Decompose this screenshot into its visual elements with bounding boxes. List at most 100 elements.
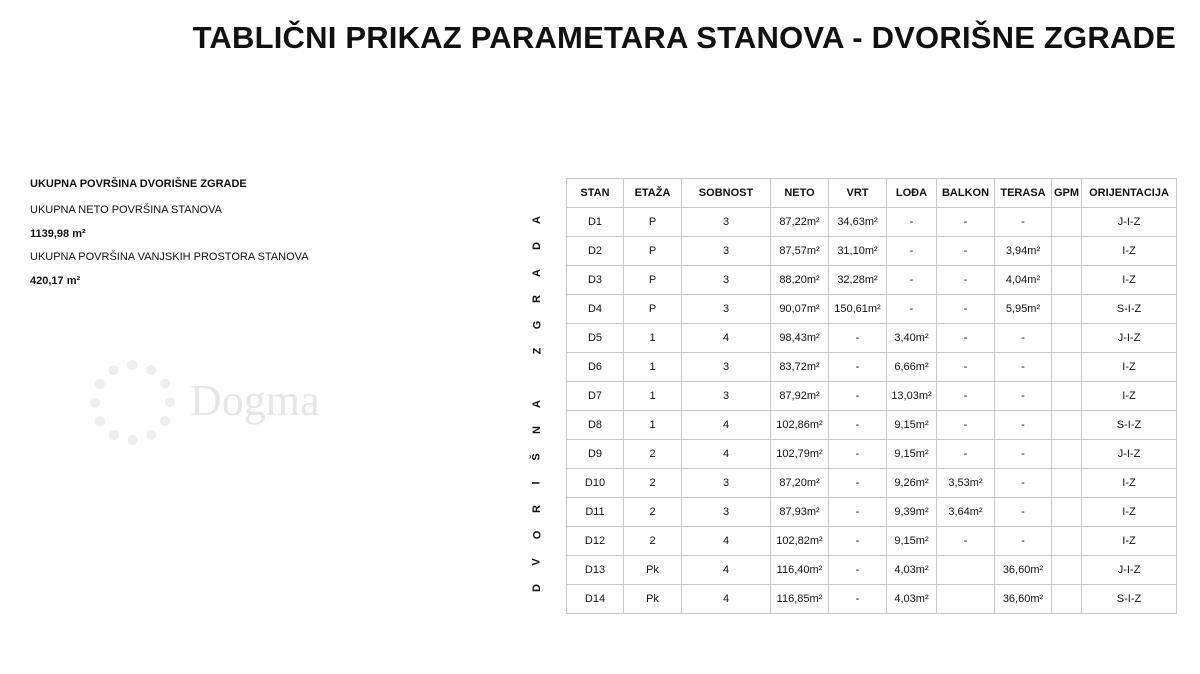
table-cell: 116,85m²: [770, 584, 829, 614]
table-cell: -: [994, 352, 1052, 382]
table-cell: -: [936, 439, 995, 469]
side-label-letter: N: [530, 426, 543, 435]
table-cell: I-Z: [1081, 526, 1177, 556]
table-cell: 9,26m²: [886, 468, 937, 498]
table-cell: 150,61m²: [828, 294, 887, 324]
table-cell: 3,40m²: [886, 323, 937, 353]
table-cell: 4: [681, 323, 771, 353]
table-cell: 3: [681, 207, 771, 237]
table-cell: D14: [566, 584, 624, 614]
table-cell: D12: [566, 526, 624, 556]
table-cell: -: [828, 497, 887, 527]
table-cell: 3: [681, 497, 771, 527]
table-cell: Pk: [623, 584, 682, 614]
table-cell: I-Z: [1081, 497, 1177, 527]
table-row: D4 P 3 90,07m² 150,61m² - -5,95m² S-I-Z: [566, 294, 1177, 324]
table-cell: J-I-Z: [1081, 439, 1177, 469]
table-cell: I-Z: [1081, 236, 1177, 266]
side-label-letter: Š: [531, 452, 543, 461]
table-cell: P: [623, 207, 682, 237]
table-cell: 9,15m²: [886, 439, 937, 469]
table-cell: -: [828, 410, 887, 440]
watermark-flower-icon: [90, 360, 175, 445]
table-cell: 4: [681, 439, 771, 469]
table-cell: -: [828, 381, 887, 411]
table-cell: D9: [566, 439, 624, 469]
table-cell: [1051, 236, 1082, 266]
table-cell: 3,53m²: [936, 468, 995, 498]
table-cell: -: [828, 323, 887, 353]
table-cell: I-Z: [1081, 468, 1177, 498]
table-cell: [1051, 265, 1082, 295]
watermark-logo: Dogma: [90, 360, 390, 450]
table-cell: 87,22m²: [770, 207, 829, 237]
table-cell: D11: [566, 497, 624, 527]
side-label-letter: [531, 376, 543, 379]
table-cell: [1051, 352, 1082, 382]
table-cell: -: [886, 207, 937, 237]
table-cell: 87,20m²: [770, 468, 829, 498]
table-row: D10 2 3 87,20m² -9,26m² 3,53m² - I-Z: [566, 468, 1177, 498]
table-cell: 87,93m²: [770, 497, 829, 527]
summary-heading: UKUPNA POVRŠINA DVORIŠNE ZGRADE: [30, 178, 247, 190]
table-cell: -: [936, 410, 995, 440]
table-cell: -: [994, 323, 1052, 353]
table-cell: 4: [681, 584, 771, 614]
table-cell: 102,79m²: [770, 439, 829, 469]
table-cell: 9,15m²: [886, 410, 937, 440]
table-cell: D7: [566, 381, 624, 411]
table-cell: 4,03m²: [886, 584, 937, 614]
table-row: D5 1 4 98,43m² -3,40m² - - J-I-Z: [566, 323, 1177, 353]
table-cell: [1051, 294, 1082, 324]
table-cell: [1051, 584, 1082, 614]
net-area-value: 1139,98 m²: [30, 228, 86, 240]
side-label-letter: R: [530, 505, 543, 514]
table-cell: D6: [566, 352, 624, 382]
table-cell: D1: [566, 207, 624, 237]
table-cell: [1051, 439, 1082, 469]
side-label-letter: V: [531, 557, 543, 566]
table-row: D14 Pk 4 116,85m² -4,03m² 36,60m² S-I-Z: [566, 584, 1177, 614]
table-cell: J-I-Z: [1081, 207, 1177, 237]
table-cell: -: [828, 584, 887, 614]
table-cell: -: [994, 410, 1052, 440]
table-cell: 36,60m²: [994, 584, 1052, 614]
table-cell: -: [994, 497, 1052, 527]
table-cell: [1051, 468, 1082, 498]
table-cell: 6,66m²: [886, 352, 937, 382]
table-cell: [936, 584, 995, 614]
table-cell: 3: [681, 294, 771, 324]
table-cell: D8: [566, 410, 624, 440]
table-cell: -: [936, 526, 995, 556]
table-cell: [1051, 410, 1082, 440]
table-row: D6 1 3 83,72m² -6,66m² - - I-Z: [566, 352, 1177, 382]
table-row: D13 Pk 4 116,40m² -4,03m² 36,60m² J-I-Z: [566, 555, 1177, 585]
page-title: TABLIČNI PRIKAZ PARAMETARA STANOVA - DVO…: [192, 20, 1176, 55]
table-cell: -: [886, 265, 937, 295]
side-label: D V O R I Š N A Z G R A D A: [527, 214, 547, 594]
table-cell: -: [994, 381, 1052, 411]
table-cell: [1051, 323, 1082, 353]
table-row: D3 P 3 88,20m² 32,28m² - -4,04m² I-Z: [566, 265, 1177, 295]
table-cell: 13,03m²: [886, 381, 937, 411]
table-cell: P: [623, 294, 682, 324]
table-cell: -: [936, 323, 995, 353]
table-cell: 102,86m²: [770, 410, 829, 440]
table-cell: 98,43m²: [770, 323, 829, 353]
table-cell: -: [936, 265, 995, 295]
table-row: D9 2 4 102,79m² -9,15m² - - J-I-Z: [566, 439, 1177, 469]
column-header: ORIJENTACIJA: [1081, 178, 1177, 208]
table-cell: 3,64m²: [936, 497, 995, 527]
table-cell: 3: [681, 265, 771, 295]
table-row: D12 2 4 102,82m² -9,15m² - - I-Z: [566, 526, 1177, 556]
table-cell: 9,39m²: [886, 497, 937, 527]
table-cell: D2: [566, 236, 624, 266]
table-cell: -: [936, 352, 995, 382]
table-cell: J-I-Z: [1081, 323, 1177, 353]
side-label-letter: R: [530, 294, 543, 303]
table-cell: I-Z: [1081, 352, 1177, 382]
table-row: D2 P 3 87,57m² 31,10m² - -3,94m² I-Z: [566, 236, 1177, 266]
side-label-letter: D: [530, 583, 543, 592]
table-cell: 9,15m²: [886, 526, 937, 556]
table-cell: -: [994, 207, 1052, 237]
